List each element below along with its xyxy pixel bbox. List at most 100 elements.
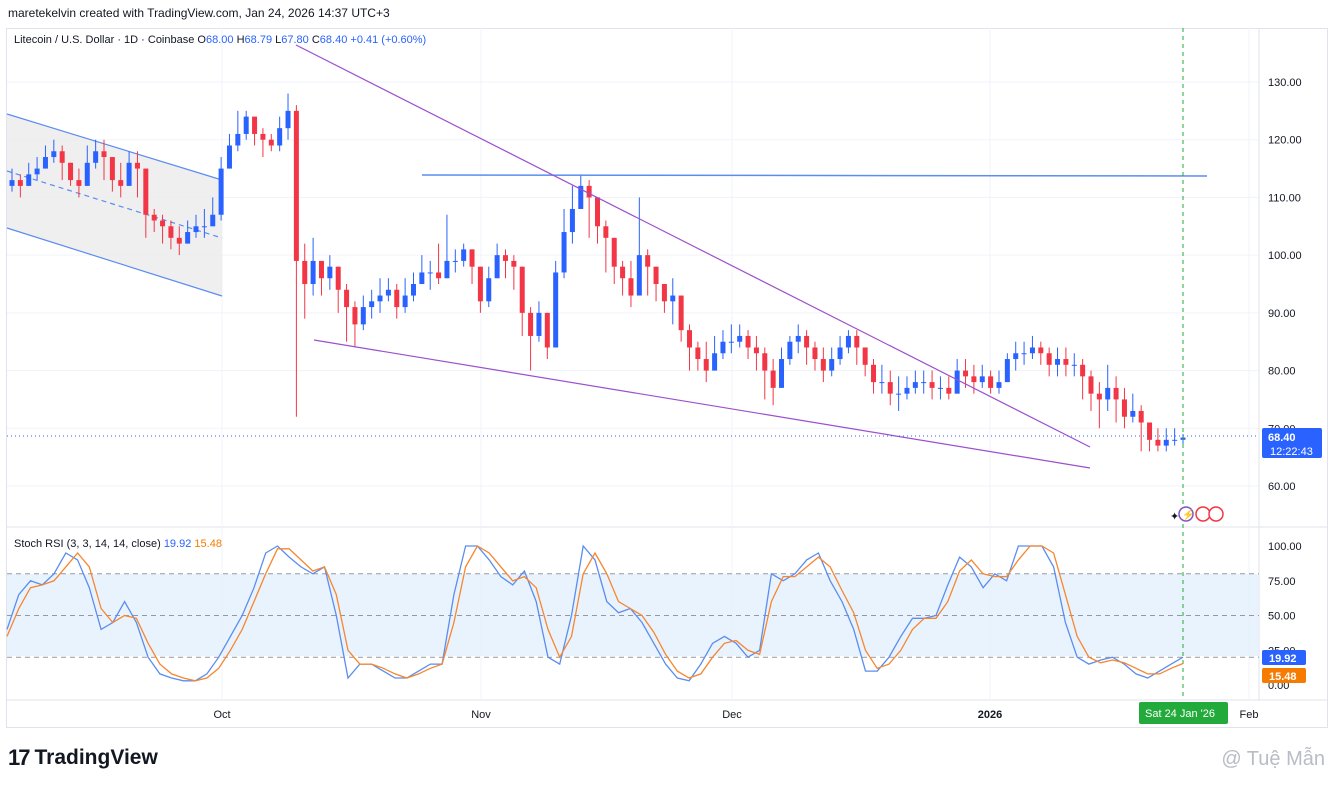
candle-body — [804, 335, 810, 348]
candle-body — [620, 266, 626, 279]
candle-body — [653, 266, 659, 284]
stoch-label: Stoch RSI (3, 3, 14, 14, close) — [14, 538, 161, 550]
candle-body — [636, 255, 642, 296]
candle-body — [544, 312, 550, 348]
candle-body — [168, 226, 174, 238]
price-tick-label: 130.00 — [1268, 77, 1302, 89]
candle-body — [469, 249, 475, 267]
candle-body — [201, 226, 207, 228]
candle-body — [787, 341, 793, 360]
candle-body — [687, 330, 693, 348]
candle-body — [586, 185, 592, 198]
flag-event-icon — [1195, 506, 1211, 522]
symbol-label: Litecoin / U.S. Dollar · 1D · Coinbase — [14, 34, 195, 46]
candle-body — [419, 272, 425, 284]
candle-body — [661, 284, 667, 302]
close-value: 68.40 — [319, 34, 348, 46]
candle-body — [762, 353, 768, 371]
channel-lower-line — [6, 227, 223, 297]
candle-body — [293, 110, 299, 261]
candle-body — [854, 335, 860, 348]
time-tick-label: Feb — [1240, 709, 1259, 721]
candle-body — [302, 260, 308, 284]
stoch-band-lines — [7, 573, 1259, 658]
tradingview-logo[interactable]: 17 TradingView — [8, 745, 158, 771]
candle-body — [93, 151, 99, 163]
candle-body — [569, 208, 575, 233]
candles — [9, 93, 1186, 452]
price-tick-label: 90.00 — [1268, 308, 1296, 320]
candle-body — [17, 180, 23, 186]
candle-body — [1121, 399, 1127, 417]
chart-frame — [6, 28, 1328, 728]
candle-body — [1113, 387, 1119, 400]
candle-body — [1105, 387, 1111, 400]
lightning-event-icon — [1178, 506, 1194, 522]
candle-body — [929, 382, 935, 388]
candle-body — [369, 301, 375, 308]
candle-body — [486, 278, 492, 302]
candle-body — [444, 260, 450, 279]
candle-body — [360, 307, 366, 325]
stoch-d-badge — [1262, 668, 1306, 683]
candle-body — [703, 359, 709, 371]
candle-body — [260, 133, 266, 140]
candle-body — [670, 295, 676, 302]
candle-body — [243, 116, 249, 134]
price-badge-countdown: 12:22:43 — [1270, 446, 1313, 458]
candle-body — [109, 157, 115, 181]
candle-body — [829, 359, 835, 371]
low-value: 67.80 — [281, 34, 309, 46]
candle-body — [427, 272, 433, 274]
candle-body — [176, 237, 182, 244]
candle-body — [871, 364, 877, 383]
candle-body — [912, 382, 918, 388]
candle-body — [118, 180, 124, 186]
candle-body — [402, 295, 408, 308]
candle-body — [193, 226, 199, 233]
stoch-d-badge-value: 15.48 — [1269, 671, 1297, 683]
candle-body — [42, 157, 48, 169]
candle-body — [1096, 393, 1102, 400]
candle-body — [226, 145, 232, 169]
candle-body — [1004, 359, 1010, 383]
candle-body — [954, 370, 960, 394]
candle-body — [1155, 439, 1161, 446]
candle-body — [452, 260, 458, 262]
candle-body — [745, 335, 751, 348]
candle-body — [921, 382, 927, 384]
candle-body — [126, 162, 132, 186]
channel-mid-line — [6, 170, 223, 239]
candle-body — [76, 180, 82, 186]
candle-body — [1038, 347, 1044, 354]
wedge-lower-trendline — [313, 339, 1091, 469]
candle-body — [218, 168, 224, 215]
watermark: @ Tuệ Mẫn — [1221, 748, 1325, 770]
candle-body — [603, 226, 609, 238]
candle-body — [695, 347, 701, 360]
candle-body — [68, 162, 74, 181]
candle-body — [210, 214, 216, 227]
candle-body — [1147, 422, 1153, 440]
high-value: 68.79 — [244, 34, 273, 46]
candle-body — [996, 382, 1002, 388]
candle-body — [896, 393, 902, 395]
candle-body — [385, 289, 391, 296]
wedge-upper-trendline — [295, 44, 1091, 448]
candle-body — [352, 307, 358, 325]
candle-body — [770, 370, 776, 388]
candle-body — [519, 266, 525, 313]
price-badge — [1262, 428, 1322, 458]
candle-body — [51, 151, 57, 158]
price-axis: 130.00120.00110.00100.0090.0080.0070.006… — [1268, 77, 1302, 493]
stoch-tick-label: 100.00 — [1268, 541, 1302, 553]
candle-body — [528, 312, 534, 336]
stoch-tick-label: 75.00 — [1268, 576, 1296, 588]
time-tick-label: Oct — [213, 709, 230, 721]
candle-body — [1080, 364, 1086, 377]
candle-body — [1130, 410, 1136, 417]
candle-body — [937, 387, 943, 389]
event-icons[interactable]: ✦ ⚡ — [1170, 506, 1224, 523]
candle-body — [394, 289, 400, 308]
